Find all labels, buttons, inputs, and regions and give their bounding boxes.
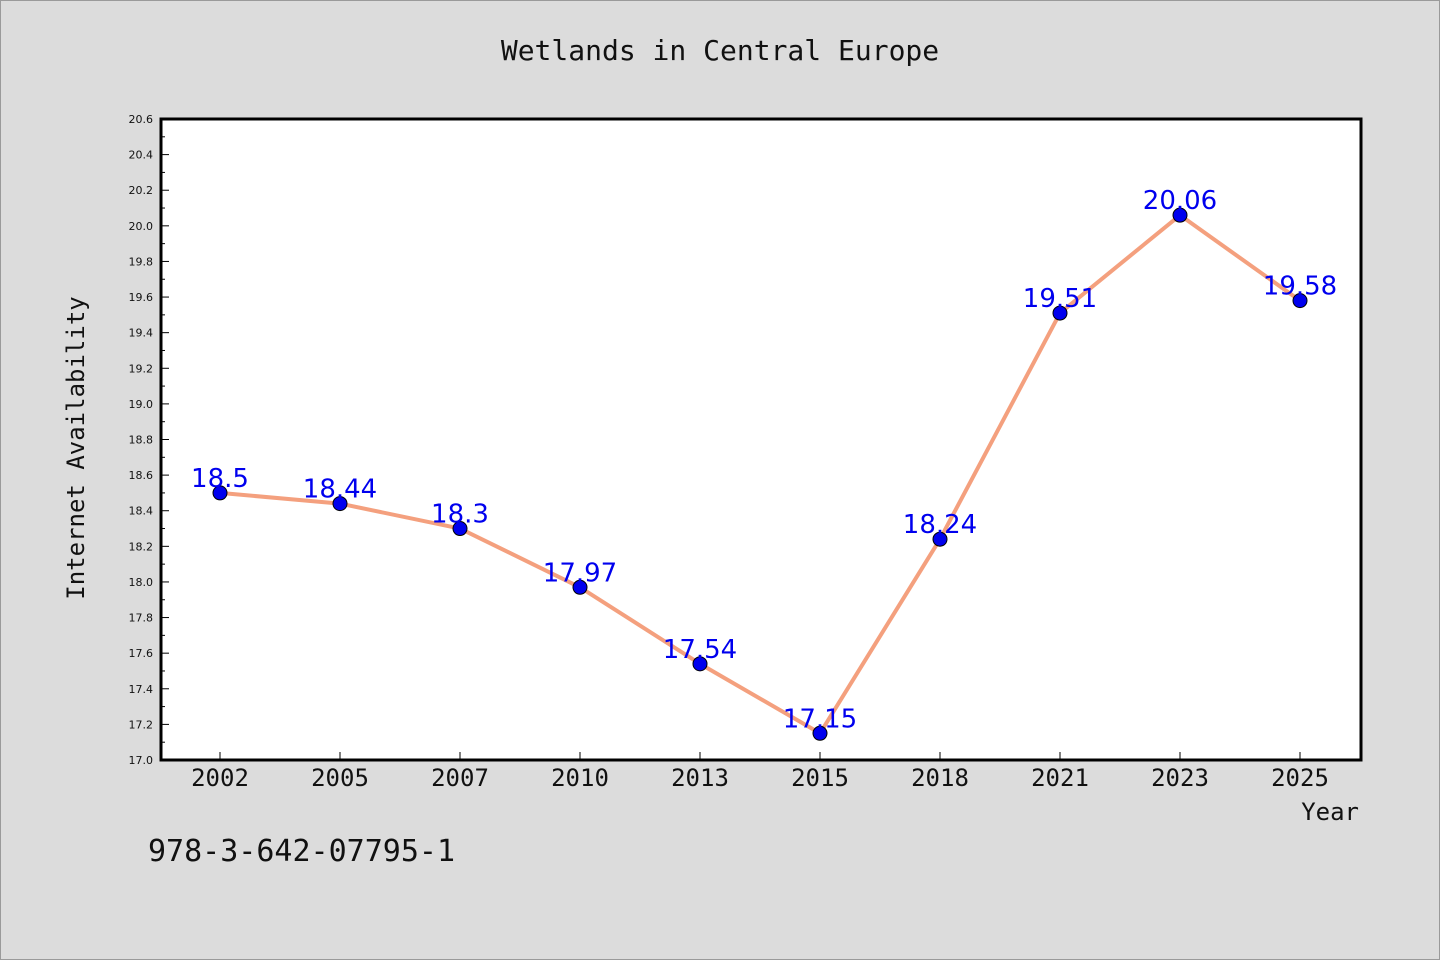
x-tick-label: 2007: [431, 764, 489, 792]
x-tick-label: 2002: [191, 764, 249, 792]
data-point: [1172, 207, 1188, 223]
data-label: 20.06: [1143, 186, 1217, 216]
y-tick-label: 17.0: [129, 754, 154, 767]
y-axis: 17.0 17.2 17.4 17.6 17.8 18.0 18.2 18.4 18.6 18.8…: [129, 113, 169, 767]
data-labels: 18.5 18.44 18.3 17.97 17.54 17.15 18.24 19.51 20…: [191, 186, 1337, 734]
y-tick-label: 19.2: [129, 362, 154, 375]
y-tick-label: 19.8: [129, 255, 154, 268]
data-point: [452, 521, 468, 537]
data-label: 19.58: [1263, 272, 1337, 302]
data-point: [1292, 293, 1308, 309]
y-tick-label: 18.6: [129, 469, 154, 482]
y-tick-label: 20.0: [129, 220, 154, 233]
series-markers: [212, 207, 1308, 741]
x-tick-label: 2021: [1031, 764, 1089, 792]
x-tick-label: 2025: [1271, 764, 1329, 792]
data-label: 18.44: [303, 475, 377, 505]
x-tick-label: 2005: [311, 764, 369, 792]
footer-code: 978-3-642-07795-1: [148, 834, 456, 869]
data-label: 17.54: [663, 635, 737, 665]
y-tick-label: 20.6: [129, 113, 154, 126]
x-axis: 2002 2005 2007 2010 2013 2015 2018 2021 2023 2025: [191, 752, 1329, 792]
y-tick-label: 19.0: [129, 398, 154, 411]
y-tick-label: 18.4: [129, 505, 154, 518]
y-tick-label: 17.4: [129, 683, 154, 696]
y-tick-label: 17.6: [129, 647, 154, 660]
y-tick-label: 19.6: [129, 291, 154, 304]
data-label: 17.97: [543, 558, 617, 588]
y-tick-label: 18.0: [129, 576, 154, 589]
x-axis-label: Year: [1301, 798, 1359, 826]
series-line: [219, 213, 1302, 736]
y-tick-label: 17.2: [129, 718, 154, 731]
chart-title: Wetlands in Central Europe: [500, 34, 940, 67]
y-axis-label: Internet Availability: [62, 296, 90, 599]
x-tick-label: 2013: [671, 764, 729, 792]
data-label: 18.5: [191, 464, 249, 494]
data-point: [1052, 305, 1068, 321]
data-point: [812, 725, 828, 741]
data-point: [692, 656, 708, 672]
data-point: [572, 579, 588, 595]
data-point: [332, 496, 348, 512]
data-label: 17.15: [783, 704, 857, 734]
y-tick-label: 18.8: [129, 434, 154, 447]
data-point: [932, 531, 948, 547]
data-label: 18.24: [903, 510, 977, 540]
x-tick-label: 2023: [1151, 764, 1209, 792]
y-tick-label: 20.4: [129, 149, 154, 162]
y-tick-label: 20.2: [129, 184, 154, 197]
y-tick-label: 17.8: [129, 612, 154, 625]
data-point: [212, 485, 228, 501]
plot-area: [159, 117, 1363, 762]
x-tick-label: 2015: [791, 764, 849, 792]
y-tick-label: 19.4: [129, 327, 154, 340]
y-tick-label: 18.2: [129, 540, 154, 553]
x-tick-label: 2010: [551, 764, 609, 792]
data-label: 18.3: [431, 500, 489, 530]
data-label: 19.51: [1023, 284, 1097, 314]
x-tick-label: 2018: [911, 764, 969, 792]
